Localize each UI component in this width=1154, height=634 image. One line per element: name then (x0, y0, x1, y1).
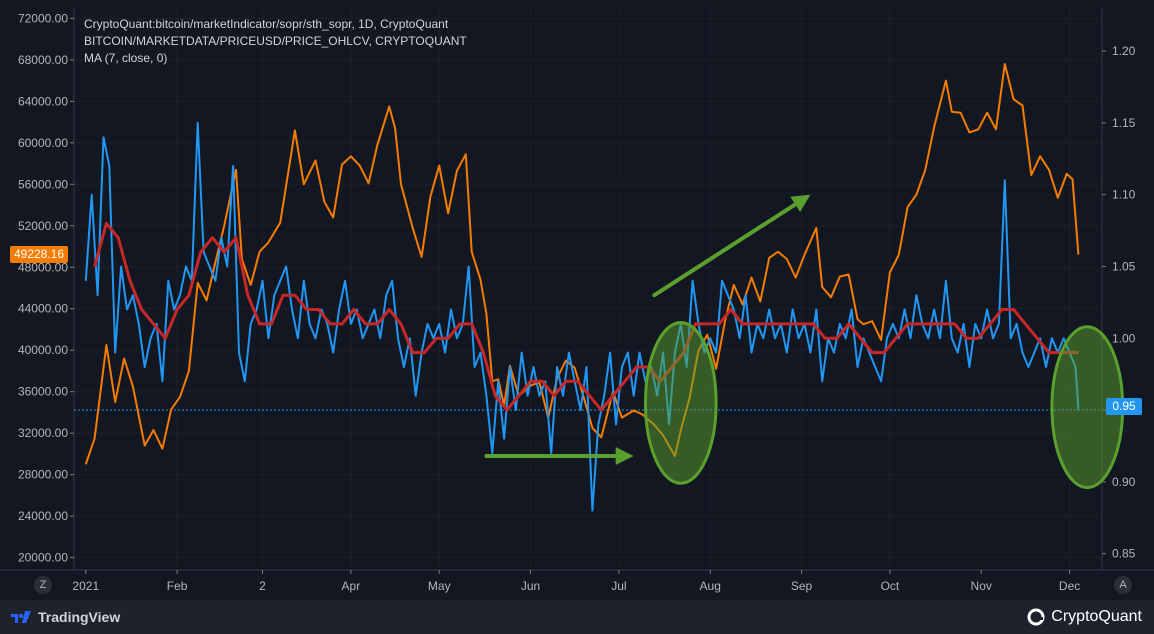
highlight-ellipse (643, 320, 718, 485)
cryptoquant-icon (1027, 608, 1045, 626)
time-tick-label: Jun (521, 579, 540, 593)
time-axis[interactable]: 2021 Feb 2 Apr May Jun Jul Aug Sep Oct Nov Dec (0, 569, 1154, 593)
tradingview-label: TradingView (38, 609, 121, 625)
left-tick-label: 40000.00 (18, 343, 68, 357)
time-tick-label: May (428, 579, 451, 593)
trend-arrow-head (790, 194, 811, 212)
left-tick-label: 56000.00 (18, 177, 68, 191)
right-tick-label: 1.05 (1112, 259, 1136, 273)
left-tick-label: 24000.00 (18, 509, 68, 523)
time-tick-label: Jul (611, 579, 626, 593)
price-last-badge: 49228.16 (10, 246, 68, 263)
left-price-axis[interactable]: 72000.00 68000.00 64000.00 60000.00 56000.00… (18, 8, 75, 570)
right-tick-label: 0.85 (1112, 547, 1136, 561)
cryptoquant-label: CryptoQuant (1051, 608, 1142, 625)
time-tick-label: Apr (342, 579, 361, 593)
time-tick-label: Nov (971, 579, 992, 593)
legend-ma[interactable]: MA (7, close, 0) (84, 51, 168, 65)
legend-price-source[interactable]: BITCOIN/MARKETDATA/PRICEUSD/PRICE_OHLCV,… (84, 34, 467, 48)
time-tick-label: Dec (1059, 579, 1080, 593)
left-tick-label: 20000.00 (18, 551, 68, 565)
time-tick-label: Feb (167, 579, 188, 593)
zoom-scale-button[interactable]: Z (34, 576, 52, 594)
left-tick-label: 28000.00 (18, 468, 68, 482)
grid-lines (74, 8, 1102, 568)
right-sopr-axis[interactable]: 1.201.151.101.051.000.950.900.85 (1101, 8, 1136, 570)
time-tick-label: Aug (700, 579, 721, 593)
left-tick-label: 60000.00 (18, 136, 68, 150)
cryptoquant-logo: CryptoQuant (1027, 608, 1142, 626)
legend-sopr-source[interactable]: CryptoQuant:bitcoin/marketIndicator/sopr… (84, 17, 449, 31)
tradingview-icon (11, 611, 31, 623)
tradingview-logo[interactable]: TradingView (10, 609, 120, 625)
left-tick-label: 32000.00 (18, 426, 68, 440)
sopr-last-badge: 0.95 (1106, 398, 1142, 415)
left-tick-label: 52000.00 (18, 219, 68, 233)
time-tick-label: 2 (259, 579, 266, 593)
right-tick-label: 1.00 (1112, 331, 1136, 345)
time-tick-label: Oct (881, 579, 900, 593)
left-tick-label: 72000.00 (18, 11, 68, 25)
right-tick-label: 1.10 (1112, 188, 1136, 202)
right-tick-label: 0.90 (1112, 475, 1136, 489)
ma-series-line[interactable] (93, 221, 1079, 412)
auto-scale-button[interactable]: A (1114, 576, 1132, 594)
left-tick-label: 64000.00 (18, 94, 68, 108)
left-tick-label: 36000.00 (18, 385, 68, 399)
trend-arrow-shaft (652, 202, 798, 298)
time-tick-label: Sep (791, 579, 813, 593)
trend-arrow-head (615, 447, 634, 465)
right-tick-label: 1.20 (1112, 44, 1136, 58)
left-tick-label: 48000.00 (18, 260, 68, 274)
series-lines[interactable] (84, 63, 1080, 512)
sopr-series-line[interactable] (84, 121, 1080, 512)
time-tick-label: 2021 (72, 579, 99, 593)
left-tick-label: 44000.00 (18, 302, 68, 316)
chart-legend[interactable]: CryptoQuant:bitcoin/marketIndicator/sopr… (84, 16, 467, 67)
footer-bar: TradingView CryptoQuant (0, 600, 1154, 634)
annotations (484, 194, 1125, 490)
right-tick-label: 1.15 (1112, 116, 1136, 130)
left-tick-label: 68000.00 (18, 53, 68, 67)
